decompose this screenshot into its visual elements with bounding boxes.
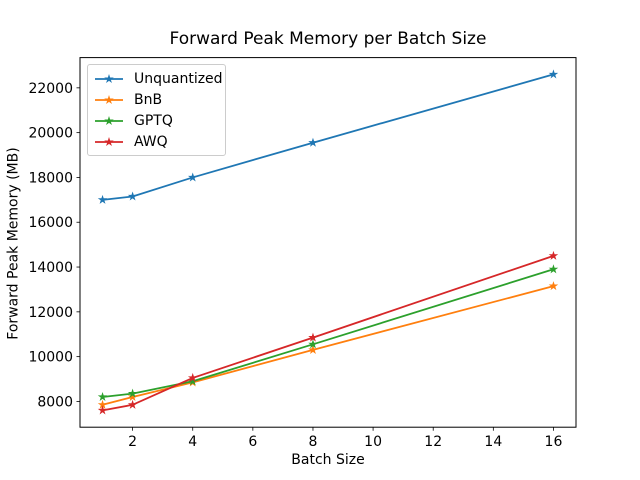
series-marker-awq [97,405,108,415]
legend-line-icon [95,94,123,104]
x-tick-label: 6 [248,434,257,450]
y-tick-label: 20000 [28,126,73,142]
legend-item-bnb: BnB [88,89,225,110]
y-tick-label: 8000 [37,394,73,410]
legend-line-icon [95,73,123,83]
legend-star-marker-icon [104,94,114,104]
legend-label: BnB [134,91,163,108]
series-marker-awq [308,332,318,342]
plot-border [79,57,577,428]
y-tick-label: 14000 [28,260,73,276]
x-tick-label: 2 [128,434,137,450]
x-tick-label: 4 [188,434,197,450]
series-marker-bnb [308,344,318,354]
legend-line-icon [95,136,123,146]
series-line-awq [101,254,555,412]
series-marker-unquantized [97,194,108,204]
y-tick-label: 10000 [28,350,73,366]
series-marker-gptq [187,376,198,386]
series-marker-awq [548,250,559,260]
series-marker-unquantized [187,172,198,182]
legend-star-marker-icon [104,73,114,83]
legend: Unquantized BnB GPTQ AWQ [87,64,226,156]
series-marker-gptq [308,339,318,349]
x-tick-label: 8 [309,434,318,450]
series-marker-gptq [548,264,559,274]
series-marker-bnb [127,391,138,402]
series-marker-unquantized [127,191,138,201]
series-marker-unquantized [308,137,318,147]
legend-item-unquantized: Unquantized [88,68,225,89]
series-marker-gptq [97,391,108,402]
series-marker-bnb [97,399,108,409]
y-tick-label: 18000 [28,170,73,186]
legend-label: Unquantized [134,70,223,87]
legend-item-gptq: GPTQ [88,110,225,131]
y-tick-label: 22000 [28,81,73,97]
legend-label: AWQ [134,133,168,150]
chart-title: Forward Peak Memory per Batch Size [169,29,487,49]
x-tick-label: 14 [484,434,502,450]
series-line-bnb [101,285,555,406]
legend-item-awq: AWQ [88,131,225,152]
series-marker-gptq [127,388,138,398]
y-tick-label: 12000 [28,305,73,321]
x-tick-label: 12 [424,434,442,450]
legend-label: GPTQ [134,112,173,129]
series-marker-bnb [548,281,559,291]
series-marker-awq [187,372,198,382]
series-marker-awq [127,399,138,409]
y-tick-label: 16000 [28,215,73,231]
x-tick-label: 10 [364,434,382,450]
series-marker-unquantized [548,69,559,79]
x-tick-label: 16 [545,434,563,450]
legend-star-marker-icon [104,115,114,125]
legend-star-marker-icon [104,136,114,146]
x-axis-label: Batch Size [291,452,365,468]
legend-line-icon [95,115,123,125]
